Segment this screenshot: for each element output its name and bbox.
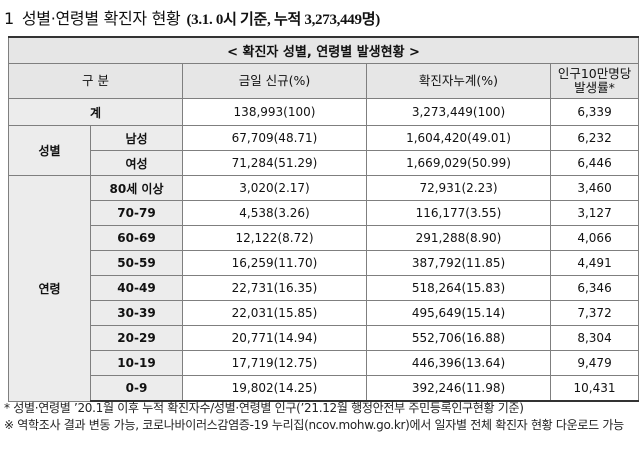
table-header-row: 구 분 금일 신규(%) 확진자누계(%) 인구10만명당 발생률* bbox=[8, 63, 640, 99]
cell-rate: 7,372 bbox=[549, 300, 640, 326]
table-row: 40-49 22,731(16.35) 518,264(15.83) 6,346 bbox=[9, 275, 640, 301]
row-label: 10-19 bbox=[90, 350, 183, 376]
table-caption-row: < 확진자 성별, 연령별 발생현황 > bbox=[7, 36, 640, 64]
table-row: 성별 남성 67,709(48.71) 1,604,420(49.01) 6,2… bbox=[8, 125, 640, 176]
cell-cumulative: 72,931(2.23) bbox=[366, 175, 551, 201]
cell-new: 17,719(12.75) bbox=[182, 350, 367, 376]
row-label: 70-79 bbox=[90, 200, 183, 226]
cell-rate: 6,232 bbox=[549, 125, 640, 151]
cell-cumulative: 446,396(13.64) bbox=[366, 350, 551, 376]
cell-rate: 8,304 bbox=[549, 325, 640, 351]
cell-rate: 6,446 bbox=[549, 150, 640, 176]
total-rate: 6,339 bbox=[549, 98, 640, 126]
table-row: 20-29 20,771(14.94) 552,706(16.88) 8,304 bbox=[9, 325, 640, 351]
header-category: 구 분 bbox=[8, 63, 183, 99]
cell-cumulative: 495,649(15.14) bbox=[366, 300, 551, 326]
cell-rate: 9,479 bbox=[549, 350, 640, 376]
cell-new: 22,731(16.35) bbox=[182, 275, 367, 301]
table-row: 50-59 16,259(11.70) 387,792(11.85) 4,491 bbox=[9, 250, 640, 276]
row-label: 남성 bbox=[90, 125, 183, 151]
cell-cumulative: 392,246(11.98) bbox=[366, 375, 551, 402]
cell-new: 12,122(8.72) bbox=[182, 225, 367, 251]
cell-rate: 10,431 bbox=[549, 375, 640, 402]
table-row: 60-69 12,122(8.72) 291,288(8.90) 4,066 bbox=[9, 225, 640, 251]
table-row: 연령 80세 이상 3,020(2.17) 72,931(2.23) 3,460 bbox=[8, 175, 640, 402]
row-label: 50-59 bbox=[90, 250, 183, 276]
footnote-rate-definition: * 성별·연령별 ’20.1월 이후 누적 확진자수/성별·연령별 인구(’21… bbox=[4, 401, 524, 415]
cell-cumulative: 1,669,029(50.99) bbox=[366, 150, 551, 176]
table-row: 10-19 17,719(12.75) 446,396(13.64) 9,479 bbox=[9, 350, 640, 376]
cell-new: 16,259(11.70) bbox=[182, 250, 367, 276]
section-number: 1 bbox=[4, 9, 14, 28]
cell-cumulative: 518,264(15.83) bbox=[366, 275, 551, 301]
cell-new: 3,020(2.17) bbox=[182, 175, 367, 201]
cell-rate: 6,346 bbox=[549, 275, 640, 301]
cell-cumulative: 387,792(11.85) bbox=[366, 250, 551, 276]
row-label: 20-29 bbox=[90, 325, 183, 351]
header-cumulative: 확진자누계(%) bbox=[366, 63, 551, 99]
cell-new: 67,709(48.71) bbox=[182, 125, 367, 151]
header-rate-line2: 발생률* bbox=[574, 80, 615, 95]
cell-cumulative: 116,177(3.55) bbox=[366, 200, 551, 226]
cases-table-wrapper: < 확진자 성별, 연령별 발생현황 > 구 분 금일 신규(%) 확진자누계(… bbox=[7, 36, 640, 402]
footnotes: * 성별·연령별 ’20.1월 이후 누적 확진자수/성별·연령별 인구(’21… bbox=[4, 400, 640, 434]
cases-table: < 확진자 성별, 연령별 발생현황 > 구 분 금일 신규(%) 확진자누계(… bbox=[7, 36, 640, 402]
cell-new: 4,538(3.26) bbox=[182, 200, 367, 226]
footnote-data-source: ※ 역학조사 결과 변동 가능, 코로나바이러스감염증-19 누리집(ncov.… bbox=[4, 418, 624, 432]
row-label: 여성 bbox=[90, 150, 183, 176]
table-row: 여성 71,284(51.29) 1,669,029(50.99) 6,446 bbox=[9, 150, 640, 176]
row-label: 30-39 bbox=[90, 300, 183, 326]
cell-new: 19,802(14.25) bbox=[182, 375, 367, 402]
header-new: 금일 신규(%) bbox=[182, 63, 367, 99]
section-subtitle: (3.1. 0시 기준, 누적 3,273,449명) bbox=[186, 12, 380, 28]
section-heading: 1 성별·연령별 확진자 현황 (3.1. 0시 기준, 누적 3,273,449명… bbox=[4, 6, 380, 32]
cell-cumulative: 291,288(8.90) bbox=[366, 225, 551, 251]
section-title: 성별·연령별 확진자 현황 bbox=[21, 9, 181, 28]
total-new: 138,993(100) bbox=[182, 98, 367, 126]
cell-rate: 4,066 bbox=[549, 225, 640, 251]
total-label: 계 bbox=[8, 98, 183, 126]
row-label: 40-49 bbox=[90, 275, 183, 301]
row-label: 80세 이상 bbox=[90, 175, 183, 201]
total-cumulative: 3,273,449(100) bbox=[366, 98, 551, 126]
group-label-sex: 성별 bbox=[8, 125, 91, 176]
table-row-total: 계 138,993(100) 3,273,449(100) 6,339 bbox=[8, 98, 640, 126]
table-row: 0-9 19,802(14.25) 392,246(11.98) 10,431 bbox=[9, 375, 640, 402]
cell-new: 20,771(14.94) bbox=[182, 325, 367, 351]
table-row: 70-79 4,538(3.26) 116,177(3.55) 3,127 bbox=[9, 200, 640, 226]
cell-rate: 3,127 bbox=[549, 200, 640, 226]
row-label: 0-9 bbox=[90, 375, 183, 402]
cell-rate: 3,460 bbox=[549, 175, 640, 201]
group-label-age: 연령 bbox=[8, 175, 91, 402]
header-rate: 인구10만명당 발생률* bbox=[549, 63, 640, 99]
table-caption: < 확진자 성별, 연령별 발생현황 > bbox=[7, 36, 640, 64]
header-rate-line1: 인구10만명당 bbox=[557, 66, 632, 81]
cell-new: 22,031(15.85) bbox=[182, 300, 367, 326]
table-row: 30-39 22,031(15.85) 495,649(15.14) 7,372 bbox=[9, 300, 640, 326]
cell-cumulative: 1,604,420(49.01) bbox=[366, 125, 551, 151]
row-label: 60-69 bbox=[90, 225, 183, 251]
cell-new: 71,284(51.29) bbox=[182, 150, 367, 176]
cell-cumulative: 552,706(16.88) bbox=[366, 325, 551, 351]
cell-rate: 4,491 bbox=[549, 250, 640, 276]
